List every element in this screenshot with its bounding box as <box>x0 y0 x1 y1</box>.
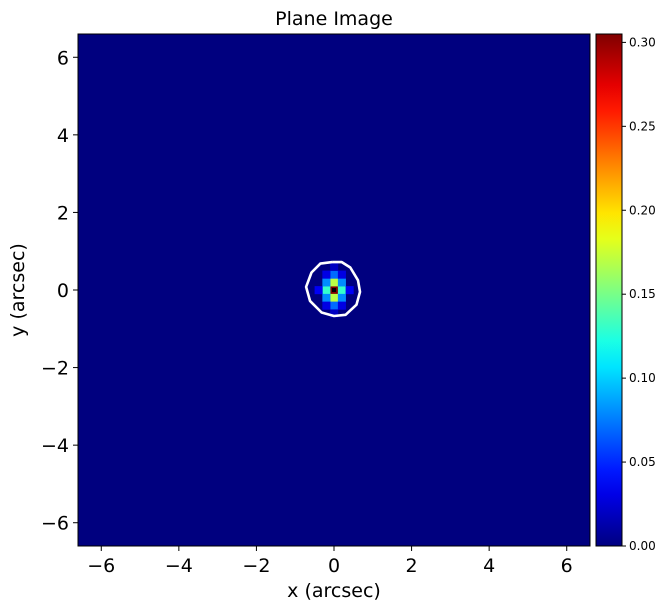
colorbar-tick-label: 0.20 <box>629 203 656 217</box>
image-pixel <box>314 286 323 295</box>
colorbar-tick-label: 0.05 <box>629 455 656 469</box>
colorbar-tick-label: 0.10 <box>629 371 656 385</box>
x-tick-label: −6 <box>87 555 115 577</box>
x-axis-label: x (arcsec) <box>287 580 381 602</box>
image-pixel <box>322 278 331 287</box>
contour-layer <box>304 260 362 318</box>
colorbar-gradient <box>596 34 622 546</box>
x-tick-label: −2 <box>242 555 270 577</box>
colorbar-tick-label: 0.00 <box>629 539 656 553</box>
image-pixel <box>330 270 339 279</box>
colorbar: 0.00 0.05 0.10 0.15 0.20 0.25 0.30 <box>595 33 656 553</box>
y-tick-label: 6 <box>57 47 69 69</box>
image-pixel <box>322 301 331 310</box>
image-pixel <box>322 286 331 295</box>
image-pixel <box>322 270 331 279</box>
image-pixel <box>330 278 339 287</box>
image-pixel <box>337 286 346 295</box>
image-pixel <box>330 262 339 271</box>
image-pixel <box>330 293 339 302</box>
colorbar-tick-label: 0.15 <box>629 287 656 301</box>
y-tick-label: 2 <box>57 202 69 224</box>
critical-curve <box>304 260 362 318</box>
y-tick-label: 0 <box>57 280 69 302</box>
image-pixel <box>322 293 331 302</box>
y-tick-label: −2 <box>41 358 69 380</box>
chart-title: Plane Image <box>275 8 393 30</box>
image-pixel <box>330 301 339 310</box>
image-pixel <box>337 293 346 302</box>
image-pixel <box>330 309 339 318</box>
image-pixel <box>337 301 346 310</box>
image-pixel <box>345 286 354 295</box>
source-marker <box>332 288 336 292</box>
image-pixel <box>337 278 346 287</box>
image-pixel <box>337 270 346 279</box>
colorbar-frame <box>595 33 623 547</box>
y-tick-label: −4 <box>41 435 69 457</box>
y-tick-label: −6 <box>41 513 69 535</box>
x-tick-label: 6 <box>561 555 573 577</box>
y-tick-label: 4 <box>57 125 69 147</box>
x-tick-label: 4 <box>483 555 495 577</box>
colorbar-tick-label: 0.30 <box>629 35 656 49</box>
y-axis-label: y (arcsec) <box>7 243 29 337</box>
x-tick-label: 2 <box>406 555 418 577</box>
x-tick-label: −4 <box>165 555 193 577</box>
colorbar-tick-label: 0.25 <box>629 119 656 133</box>
axes-layer: −6 −4 −2 0 2 4 6 −6 −4 −2 0 2 4 6 <box>41 33 591 577</box>
x-tick-label: 0 <box>328 555 340 577</box>
